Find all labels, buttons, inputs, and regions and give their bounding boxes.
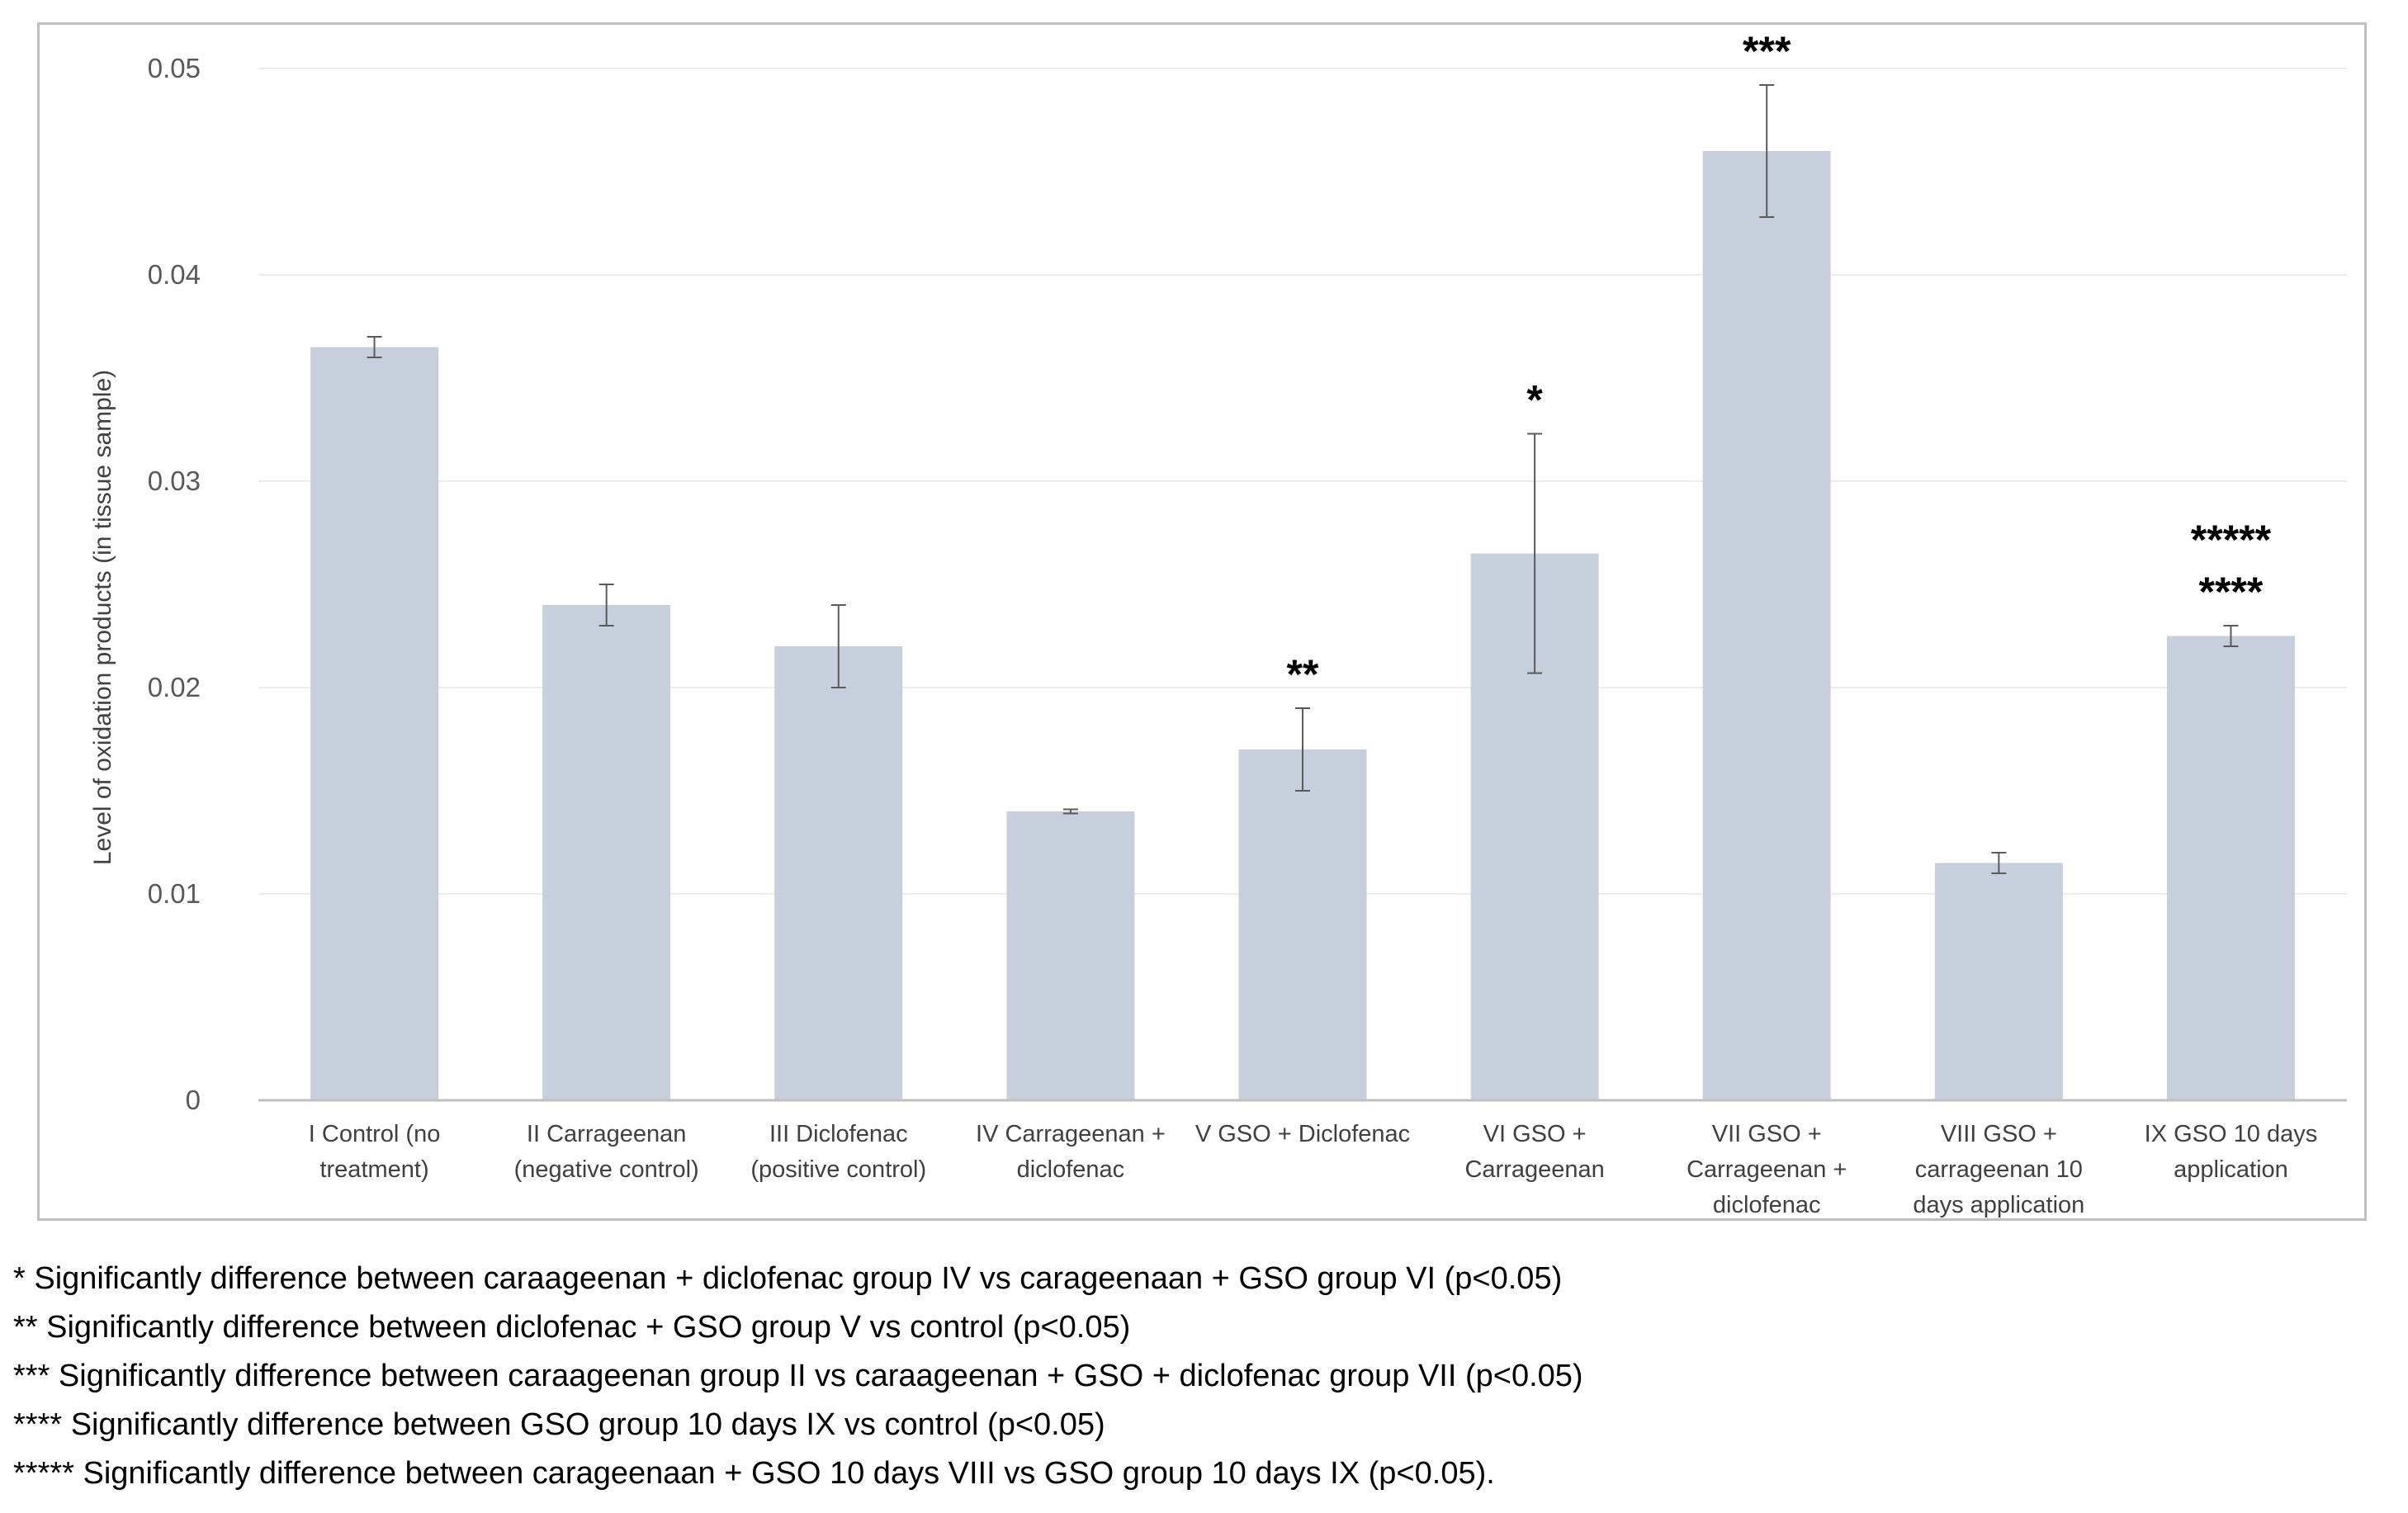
footnotes: * Significantly difference between caraa… xyxy=(13,1255,2391,1498)
error-bars xyxy=(367,84,2239,874)
bar xyxy=(310,347,439,1100)
bar-chart: 0 0.01 0.02 0.03 0.04 0.05 I Control (no treatm… xyxy=(89,28,2347,1218)
x-tick-label: VII GSO + Carrageenan + diclofenac xyxy=(1687,1121,1847,1218)
footnote-3: *** Significantly difference between car… xyxy=(13,1359,1583,1393)
footnote-1: * Significantly difference between caraa… xyxy=(13,1261,1563,1296)
y-tick-label: 0.01 xyxy=(148,878,201,909)
x-tick-label: VI GSO + Carrageenan xyxy=(1464,1121,1604,1183)
bar xyxy=(1006,811,1135,1100)
x-tick-label: I Control (no treatment) xyxy=(309,1121,441,1183)
x-tick-label: VIII GSO + carrageenan 10 days application xyxy=(1913,1121,2084,1218)
bar xyxy=(1934,863,2063,1100)
y-tick-label: 0.02 xyxy=(148,672,201,702)
x-tick-label: II Carrageenan (negative control) xyxy=(514,1121,699,1183)
significance-marker: **** xyxy=(2199,569,2264,615)
labels: 0 0.01 0.02 0.03 0.04 0.05 I Control (no treatm… xyxy=(89,28,2317,1218)
y-tick-label: 0.05 xyxy=(148,53,201,83)
bar xyxy=(542,605,671,1100)
significance-marker: *** xyxy=(1743,28,1791,74)
significance-marker: ** xyxy=(1287,651,1319,697)
y-tick-label: 0 xyxy=(186,1085,201,1115)
chart-frame: 0 0.01 0.02 0.03 0.04 0.05 I Control (no treatm… xyxy=(37,22,2367,1221)
x-tick-label: IX GSO 10 days application xyxy=(2145,1121,2318,1183)
footnote-2: ** Significantly difference between dicl… xyxy=(13,1310,1131,1345)
bar xyxy=(774,646,903,1100)
significance-marker: * xyxy=(1526,377,1543,423)
x-tick-label: V GSO + Diclofenac xyxy=(1195,1121,1410,1147)
y-tick-label: 0.04 xyxy=(148,259,201,290)
bars xyxy=(310,151,2295,1100)
footnote-4: **** Significantly difference between GS… xyxy=(13,1407,1105,1442)
bar xyxy=(1238,749,1367,1100)
y-tick-label: 0.03 xyxy=(148,466,201,496)
x-tick-label: III Diclofenac (positive control) xyxy=(750,1121,926,1183)
bar xyxy=(1702,151,1831,1100)
bar xyxy=(2166,636,2295,1100)
y-axis-title: Level of oxidation products (in tissue s… xyxy=(89,370,116,865)
footnote-5: ***** Significantly difference between c… xyxy=(13,1456,1495,1491)
x-tick-label: IV Carrageenan + diclofenac xyxy=(976,1121,1166,1183)
significance-marker: ***** xyxy=(2191,517,2272,563)
